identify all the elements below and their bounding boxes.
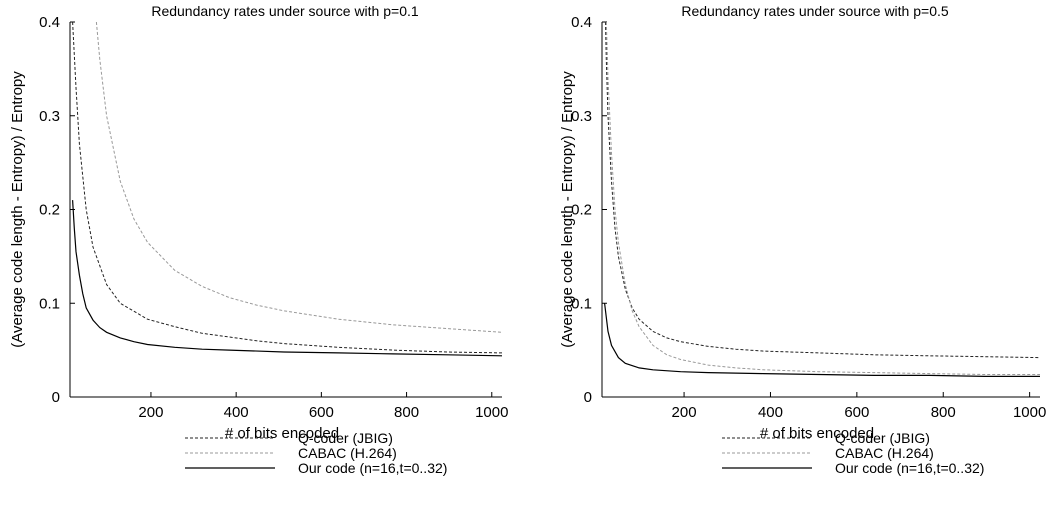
series-line-cabac-h-264 bbox=[605, 21, 1040, 375]
x-tick-label: 1000 bbox=[1013, 404, 1046, 421]
chart-panel-right: 0 0.1 0.2 0.3 0.4 200 400 600 800 1000 Redundancy … bbox=[559, 3, 1046, 476]
x-tick-label: 800 bbox=[394, 404, 419, 421]
series-line-cabac-h-264 bbox=[95, 21, 502, 333]
y-tick-label: 0.2 bbox=[571, 202, 592, 219]
y-tick-label: 0.2 bbox=[39, 202, 60, 219]
x-tick-label: 600 bbox=[844, 404, 869, 421]
y-tick-label: 0 bbox=[52, 389, 60, 406]
legend-label: Our code (n=16,t=0..32) bbox=[835, 460, 984, 476]
series-line-our-code-n-16-t-0-32 bbox=[72, 200, 502, 357]
y-tick-label: 0.1 bbox=[39, 295, 60, 312]
legend-label: CABAC (H.264) bbox=[298, 445, 397, 461]
x-tick-label: 600 bbox=[309, 404, 334, 421]
y-tick-label: 0.4 bbox=[39, 14, 60, 31]
legend: Q-coder (JBIG)CABAC (H.264)Our code (n=1… bbox=[722, 430, 984, 476]
y-tick-label: 0.1 bbox=[571, 295, 592, 312]
series-line-q-coder-jbig bbox=[72, 21, 502, 354]
x-tick-label: 800 bbox=[931, 404, 956, 421]
x-tick-label: 400 bbox=[224, 404, 249, 421]
y-tick-label: 0 bbox=[584, 389, 592, 406]
legend-label: Our code (n=16,t=0..32) bbox=[298, 460, 447, 476]
y-tick-label: 0.3 bbox=[39, 108, 60, 125]
chart-title: Redundancy rates under source with p=0.1 bbox=[151, 3, 419, 19]
legend: Q-coder (JBIG)CABAC (H.264)Our code (n=1… bbox=[185, 430, 447, 476]
y-tick-label: 0.4 bbox=[571, 14, 592, 31]
series-line-our-code-n-16-t-0-32 bbox=[604, 303, 1040, 377]
x-tick-label: 200 bbox=[138, 404, 163, 421]
y-axis-label: (Average code length - Entropy) / Entrop… bbox=[9, 71, 26, 348]
y-tick-label: 0.3 bbox=[571, 108, 592, 125]
x-axis-label: # of bits encoded bbox=[225, 425, 339, 442]
x-tick-label: 1000 bbox=[475, 404, 508, 421]
y-axis-label: (Average code length - Entropy) / Entrop… bbox=[559, 71, 576, 348]
x-tick-label: 200 bbox=[672, 404, 697, 421]
legend-label: Q-coder (JBIG) bbox=[298, 430, 393, 446]
legend-label: CABAC (H.264) bbox=[835, 445, 934, 461]
chart-panel-left: 0 0.1 0.2 0.3 0.4 200 400 600 800 1000 Redundancy … bbox=[9, 3, 508, 476]
legend-label: Q-coder (JBIG) bbox=[835, 430, 930, 446]
x-tick-label: 400 bbox=[758, 404, 783, 421]
series-line-q-coder-jbig bbox=[605, 21, 1040, 359]
chart-title: Redundancy rates under source with p=0.5 bbox=[681, 3, 949, 19]
